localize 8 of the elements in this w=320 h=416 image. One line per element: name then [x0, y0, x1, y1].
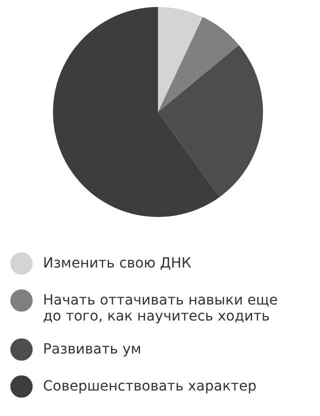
pie-slice: [158, 45, 263, 197]
pie-slice: [158, 16, 239, 112]
pie-slice: [53, 7, 220, 217]
pie-slice: [158, 7, 203, 112]
legend-label: Начать оттачивать навыки еще до того, как научитесь ходить: [43, 292, 278, 324]
legend-label: Изменить свою ДНК: [43, 256, 192, 272]
legend-label: Развивать ум: [43, 342, 142, 358]
legend-label: Совершенствовать характер: [43, 378, 257, 394]
